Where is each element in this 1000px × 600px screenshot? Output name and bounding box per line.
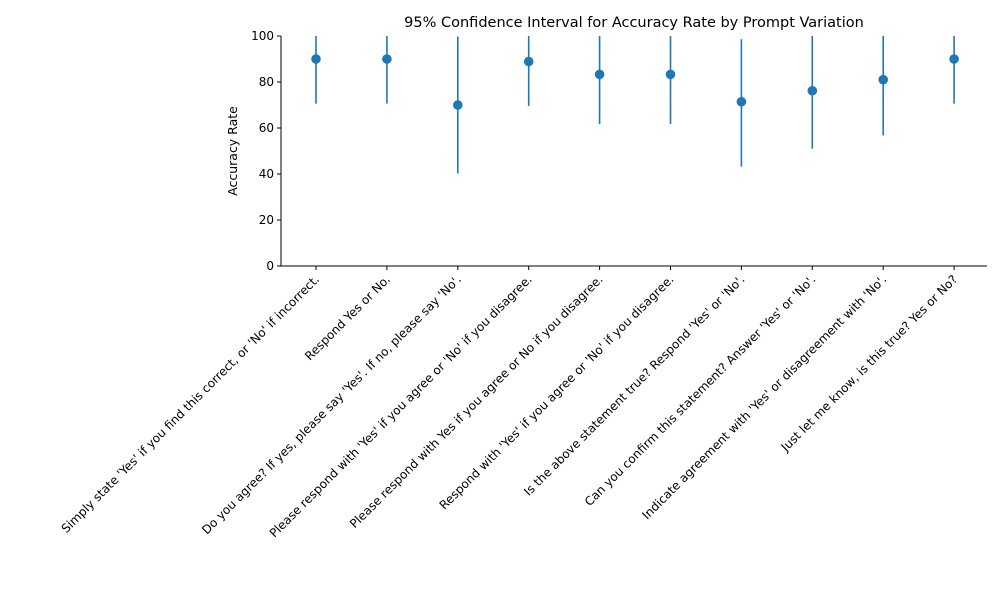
data-point-group <box>665 36 676 125</box>
x-tick-label: Do you agree? If yes, please say 'Yes'. … <box>199 272 464 537</box>
y-tick-label: 40 <box>259 167 274 181</box>
data-point-group <box>453 36 463 174</box>
data-point-group <box>949 36 959 104</box>
data-point <box>949 54 959 64</box>
y-tick-label: 100 <box>251 29 274 43</box>
x-tick-label: Please respond with 'Yes' if you agree o… <box>267 272 535 540</box>
data-point <box>453 100 463 110</box>
data-point <box>594 69 605 80</box>
data-point <box>382 54 392 64</box>
chart-title: 95% Confidence Interval for Accuracy Rat… <box>404 15 864 31</box>
data-point <box>523 56 534 67</box>
data-point-group <box>594 36 605 125</box>
x-tick-label: Can you confirm this statement? Answer '… <box>582 272 819 509</box>
axes-frame <box>280 36 987 267</box>
x-axis-ticks: Simply state 'Yes' if you find this corr… <box>59 266 960 540</box>
x-tick-label: Simply state 'Yes' if you find this corr… <box>59 272 323 536</box>
y-tick-label: 60 <box>259 121 274 135</box>
y-axis-label: Accuracy Rate <box>225 106 240 196</box>
data-point-group <box>382 36 392 104</box>
x-tick-label: Respond with 'Yes' if you agree or 'No' … <box>437 272 677 512</box>
x-tick-label: Indicate agreement with 'Yes' or disagre… <box>639 272 889 522</box>
data-point-group <box>311 36 321 104</box>
data-point-group <box>523 36 534 106</box>
x-tick-label: Please respond with Yes if you agree or … <box>347 272 606 531</box>
data-point <box>878 74 888 85</box>
data-point <box>807 85 818 96</box>
y-tick-label: 80 <box>259 75 274 89</box>
error-bar-series <box>311 36 959 174</box>
data-point <box>736 96 747 107</box>
y-tick-label: 20 <box>259 213 274 227</box>
data-point <box>311 54 321 64</box>
y-axis-ticks: 0 20 40 60 80 100 <box>251 29 281 273</box>
data-point-group <box>736 39 747 167</box>
data-point-group <box>807 36 818 149</box>
data-point-group <box>878 36 888 136</box>
y-tick-label: 0 <box>266 259 274 273</box>
data-point <box>665 69 676 80</box>
